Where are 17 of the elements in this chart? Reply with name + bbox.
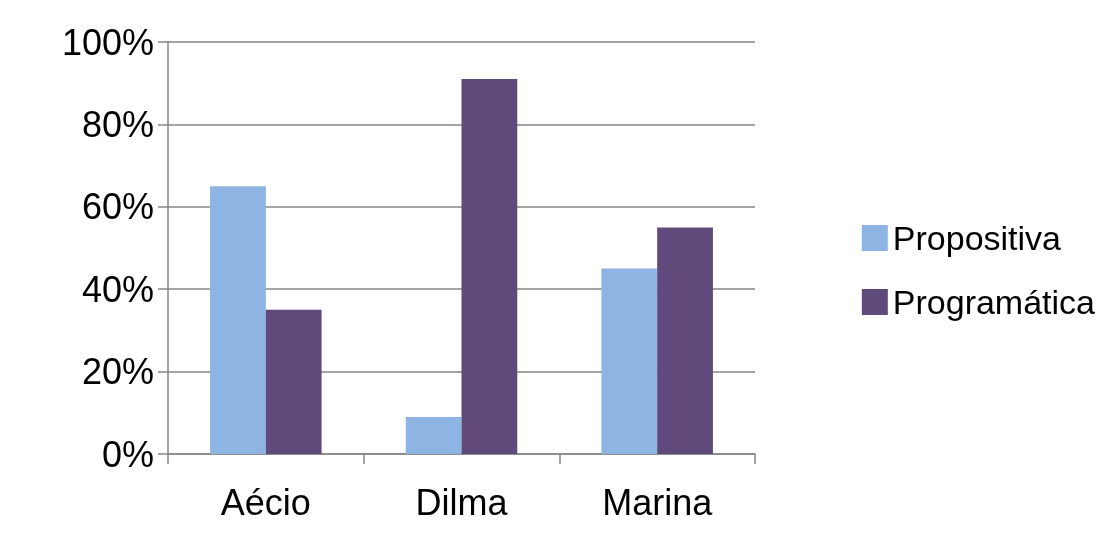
bar <box>601 268 658 454</box>
bar <box>461 79 518 454</box>
bar <box>265 309 322 454</box>
bar <box>405 416 462 454</box>
bar <box>657 227 713 454</box>
x-tick-label: Marina <box>602 481 714 523</box>
x-tick-label: Dilma <box>415 481 509 523</box>
y-tick-label: 60% <box>81 186 154 228</box>
y-tick-label: 0% <box>101 433 154 475</box>
y-tick-label: 80% <box>81 103 154 145</box>
legend-label: Propositiva <box>892 219 1062 257</box>
x-tick-label: Aécio <box>220 481 311 523</box>
bar <box>210 186 266 454</box>
y-tick-label: 100% <box>61 21 154 63</box>
y-tick-label: 40% <box>81 268 154 310</box>
y-tick-label: 20% <box>81 351 154 393</box>
legend-label: Programática <box>892 283 1096 321</box>
